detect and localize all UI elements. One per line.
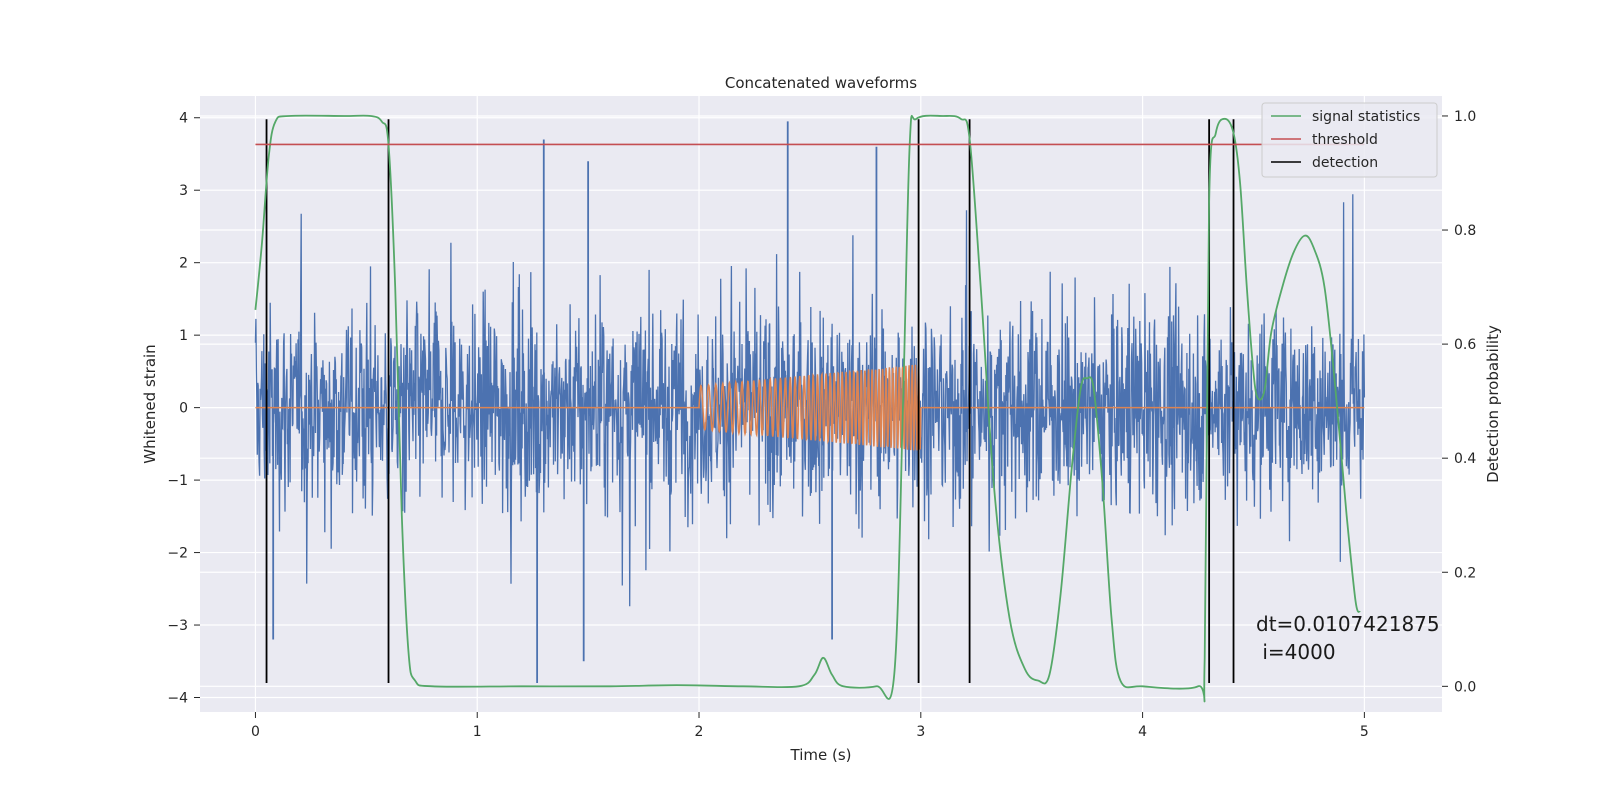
y-left-tick-label-2: −2	[167, 546, 188, 562]
y-left-tick-label-5: 1	[179, 328, 188, 344]
legend-label-signal-statistics: signal statistics	[1312, 109, 1420, 125]
y-right-tick-label-2: 0.4	[1454, 451, 1476, 467]
y-right-tick-label-4: 0.8	[1454, 223, 1476, 239]
y-left-tick-label-8: 4	[179, 111, 188, 127]
signal-statistics-line	[254, 114, 1361, 703]
x-tick-label-5: 5	[1360, 724, 1369, 740]
y-left-tick-label-3: −1	[167, 473, 188, 489]
annotation: dt=0.0107421875 i=4000	[1256, 612, 1440, 664]
legend-label-detection: detection	[1312, 155, 1378, 171]
legend-label-threshold: threshold	[1312, 132, 1378, 148]
y-right-tick-label-1: 0.2	[1454, 565, 1476, 581]
y-left-tick-label-4: 0	[179, 401, 188, 417]
y-left-tick-label-0: −4	[167, 691, 188, 707]
signal-statistics-series	[254, 114, 1361, 703]
chart-title: Concatenated waveforms	[725, 74, 917, 92]
x-axis-label: Time (s)	[790, 746, 852, 764]
x-tick-label-2: 2	[695, 724, 704, 740]
legend: signal statistics threshold detection	[1261, 102, 1438, 178]
y-right-tick-label-3: 0.6	[1454, 337, 1476, 353]
annotation-i: i=4000	[1256, 640, 1336, 664]
y-axis-label-left: Whitened strain	[141, 344, 159, 463]
y-left-tick-label-7: 3	[179, 183, 188, 199]
y-right-tick-label-0: 0.0	[1454, 679, 1476, 695]
y-left-tick-label-6: 2	[179, 256, 188, 272]
x-tick-label-4: 4	[1138, 724, 1147, 740]
annotation-dt: dt=0.0107421875	[1256, 612, 1440, 636]
x-tick-label-0: 0	[251, 724, 260, 740]
axes: 0 1 2 3 4 5 −4 −3 −2 −1 0 1 2 3 4 0.0 0.2 0.4 0.6 0.8 1.0	[167, 109, 1476, 740]
y-left-tick-label-1: −3	[167, 618, 188, 634]
x-tick-label-3: 3	[916, 724, 925, 740]
x-tick-label-1: 1	[473, 724, 482, 740]
y-right-tick-label-5: 1.0	[1454, 109, 1476, 125]
legend-box	[1261, 102, 1438, 178]
chirp-line	[255, 364, 1365, 451]
chirp-series	[255, 364, 1365, 451]
y-axis-label-right: Detection probability	[1484, 325, 1502, 483]
